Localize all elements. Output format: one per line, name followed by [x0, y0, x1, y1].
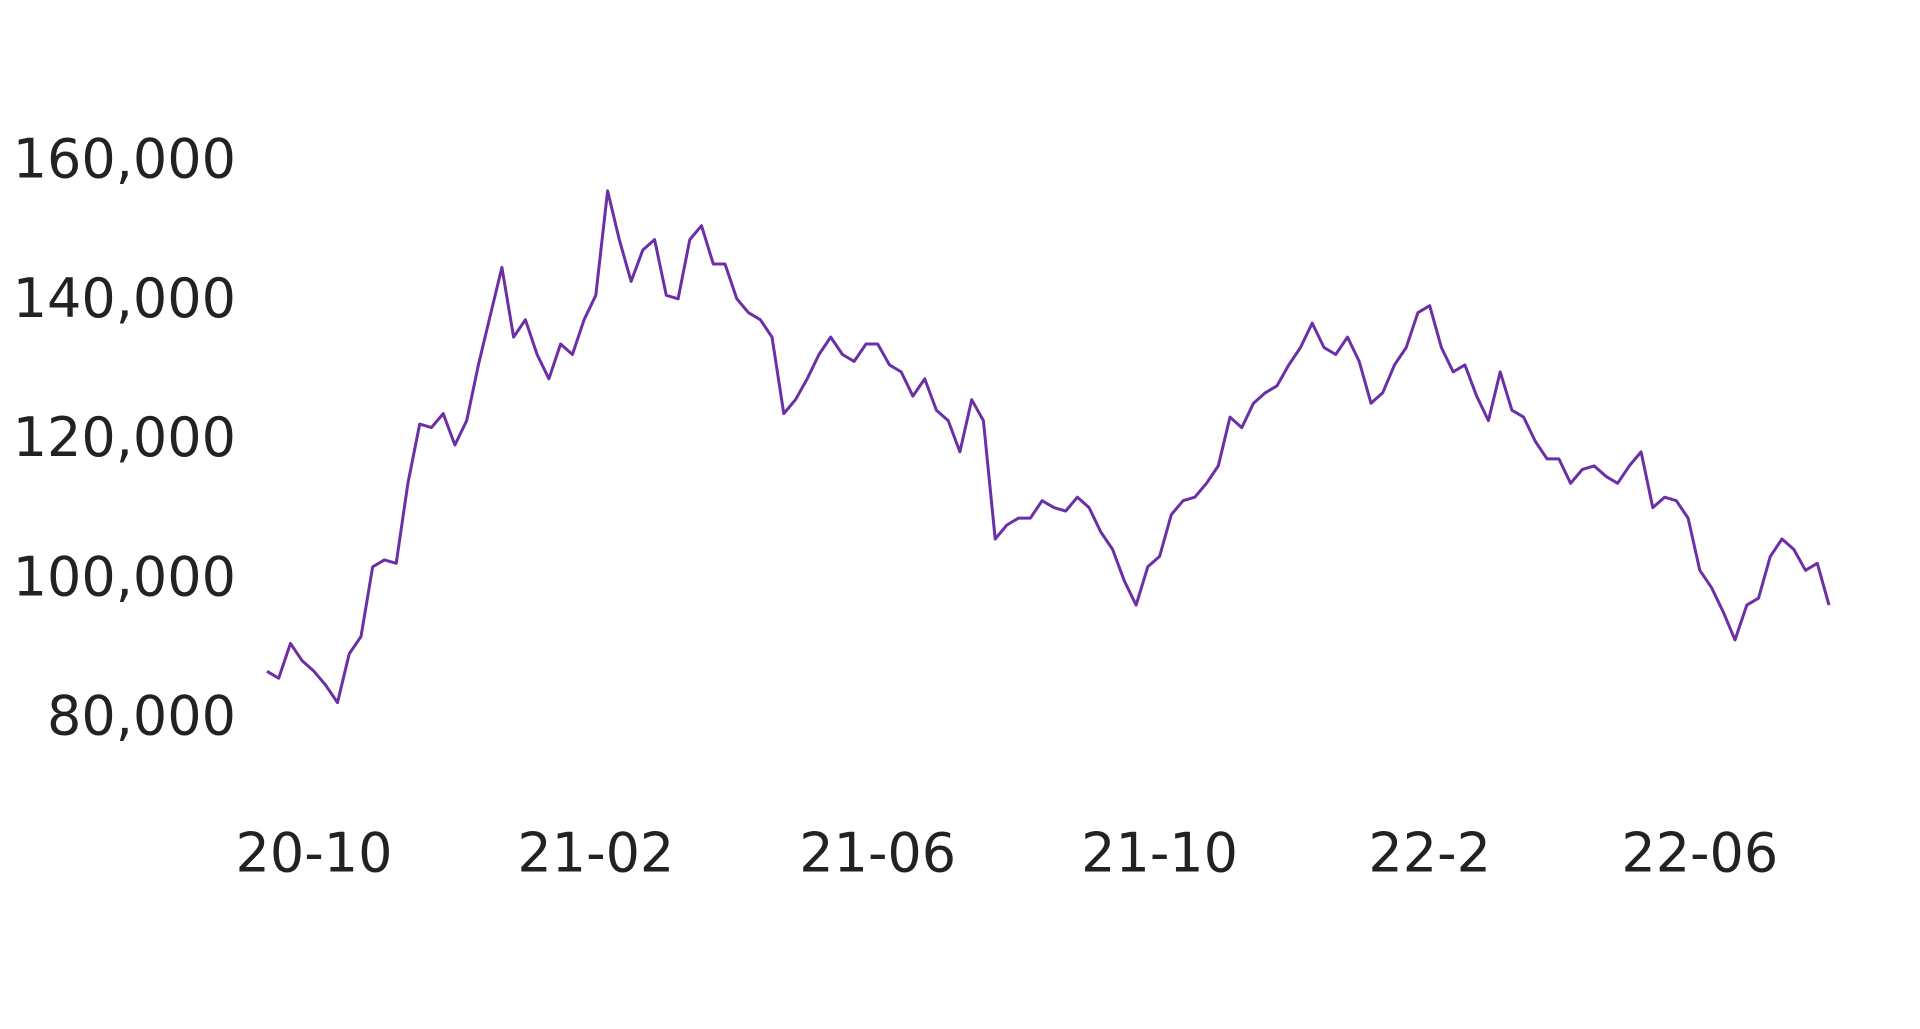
y-tick-label: 100,000	[13, 545, 236, 608]
y-tick-label: 80,000	[47, 685, 236, 748]
x-tick-label: 21-02	[517, 822, 674, 885]
y-tick-label: 140,000	[13, 267, 236, 330]
price-line	[266, 189, 1831, 705]
x-tick-label: 22-2	[1368, 822, 1491, 885]
x-tick-label: 21-10	[1081, 822, 1238, 885]
y-tick-label: 160,000	[13, 128, 236, 191]
x-tick-label: 21-06	[799, 822, 956, 885]
y-tick-label: 120,000	[13, 406, 236, 469]
x-tick-label: 22-06	[1621, 822, 1778, 885]
x-tick-label: 20-10	[236, 822, 393, 885]
